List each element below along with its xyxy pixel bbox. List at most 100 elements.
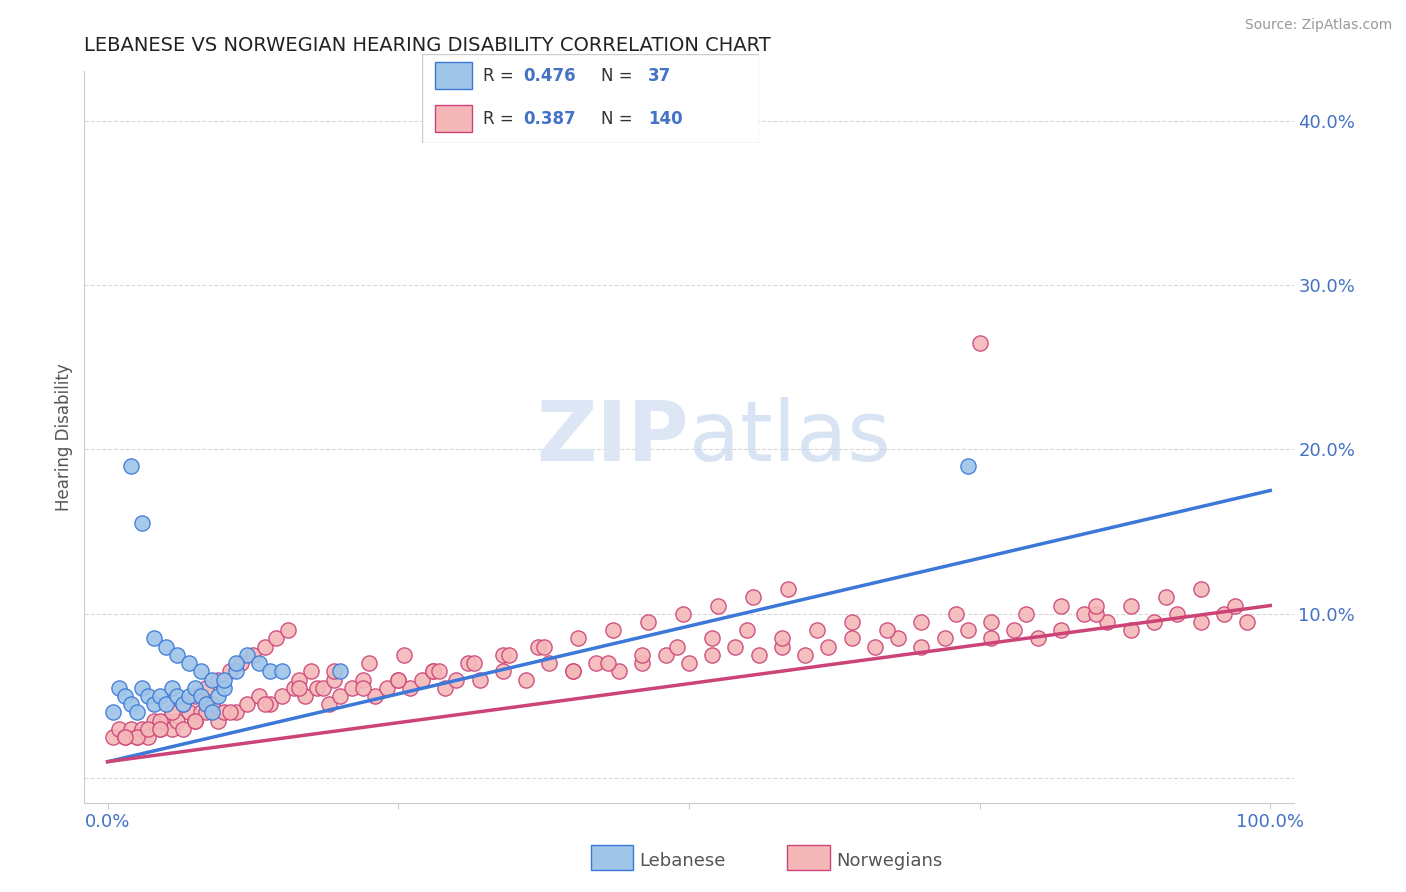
Point bbox=[794, 648, 817, 662]
Point bbox=[735, 624, 758, 638]
Point bbox=[312, 681, 335, 695]
Point bbox=[149, 689, 172, 703]
Point bbox=[533, 640, 555, 654]
Point bbox=[841, 615, 863, 629]
Text: N =: N = bbox=[600, 110, 637, 128]
Point bbox=[259, 665, 281, 679]
Point bbox=[1166, 607, 1188, 621]
Point bbox=[607, 665, 630, 679]
Point bbox=[1154, 591, 1177, 605]
Point bbox=[201, 706, 224, 720]
Point bbox=[770, 632, 793, 646]
Point bbox=[149, 714, 172, 728]
Point bbox=[131, 681, 153, 695]
Point bbox=[207, 673, 229, 687]
Point bbox=[318, 697, 340, 711]
Bar bbox=[436, 62, 472, 89]
Point bbox=[806, 624, 828, 638]
Point bbox=[411, 673, 433, 687]
Point bbox=[457, 656, 479, 670]
Point bbox=[422, 665, 444, 679]
Point bbox=[492, 665, 515, 679]
Point bbox=[283, 681, 305, 695]
Point bbox=[184, 681, 207, 695]
Point bbox=[596, 656, 619, 670]
Point bbox=[177, 706, 200, 720]
Point bbox=[114, 730, 136, 744]
Point bbox=[724, 640, 747, 654]
Point bbox=[131, 516, 153, 531]
Point bbox=[1189, 615, 1212, 629]
Point bbox=[1026, 632, 1049, 646]
Point bbox=[654, 648, 676, 662]
Text: LEBANESE VS NORWEGIAN HEARING DISABILITY CORRELATION CHART: LEBANESE VS NORWEGIAN HEARING DISABILITY… bbox=[84, 36, 770, 54]
Point bbox=[195, 697, 218, 711]
Point bbox=[1015, 607, 1038, 621]
Point bbox=[876, 624, 898, 638]
Point bbox=[160, 681, 183, 695]
Point bbox=[463, 656, 485, 670]
Point bbox=[387, 673, 409, 687]
Point bbox=[364, 689, 387, 703]
Point bbox=[225, 706, 247, 720]
Point bbox=[1050, 599, 1073, 613]
Point bbox=[172, 697, 194, 711]
Point bbox=[120, 697, 142, 711]
Point bbox=[1119, 624, 1142, 638]
Point bbox=[190, 689, 212, 703]
Point bbox=[329, 689, 352, 703]
Point bbox=[702, 648, 724, 662]
Point bbox=[352, 673, 374, 687]
Text: N =: N = bbox=[600, 67, 637, 85]
Point bbox=[1097, 615, 1119, 629]
Point bbox=[242, 648, 264, 662]
Point bbox=[956, 458, 979, 473]
Point bbox=[125, 730, 148, 744]
Point bbox=[538, 656, 561, 670]
Text: 0.387: 0.387 bbox=[523, 110, 575, 128]
Point bbox=[1189, 582, 1212, 596]
Point bbox=[184, 714, 207, 728]
Point bbox=[136, 689, 159, 703]
Point bbox=[177, 689, 200, 703]
Point bbox=[468, 673, 491, 687]
Text: ZIP: ZIP bbox=[537, 397, 689, 477]
Point bbox=[323, 665, 346, 679]
Point bbox=[392, 648, 415, 662]
Point bbox=[172, 697, 194, 711]
Text: 140: 140 bbox=[648, 110, 682, 128]
Point bbox=[143, 697, 166, 711]
Point bbox=[184, 714, 207, 728]
Point bbox=[969, 335, 991, 350]
Bar bbox=[436, 105, 472, 132]
Point bbox=[212, 673, 235, 687]
Point bbox=[155, 697, 177, 711]
Point bbox=[218, 665, 240, 679]
Point bbox=[1225, 599, 1247, 613]
Point bbox=[299, 665, 322, 679]
Point bbox=[631, 656, 654, 670]
Text: R =: R = bbox=[482, 67, 519, 85]
Point bbox=[236, 648, 259, 662]
Point bbox=[201, 697, 224, 711]
Point bbox=[1050, 624, 1073, 638]
Point bbox=[166, 689, 188, 703]
Point bbox=[1004, 624, 1026, 638]
Point bbox=[190, 706, 212, 720]
Point bbox=[741, 591, 763, 605]
Point bbox=[120, 458, 142, 473]
Point bbox=[247, 656, 270, 670]
Point bbox=[1212, 607, 1234, 621]
Point bbox=[136, 722, 159, 736]
Text: Norwegians: Norwegians bbox=[837, 852, 943, 870]
Point bbox=[264, 632, 287, 646]
Point bbox=[253, 697, 276, 711]
Point bbox=[143, 714, 166, 728]
Point bbox=[910, 640, 932, 654]
Point bbox=[776, 582, 799, 596]
Point bbox=[166, 648, 188, 662]
Point bbox=[136, 730, 159, 744]
Point bbox=[1084, 607, 1107, 621]
Point bbox=[375, 681, 398, 695]
Point bbox=[155, 714, 177, 728]
